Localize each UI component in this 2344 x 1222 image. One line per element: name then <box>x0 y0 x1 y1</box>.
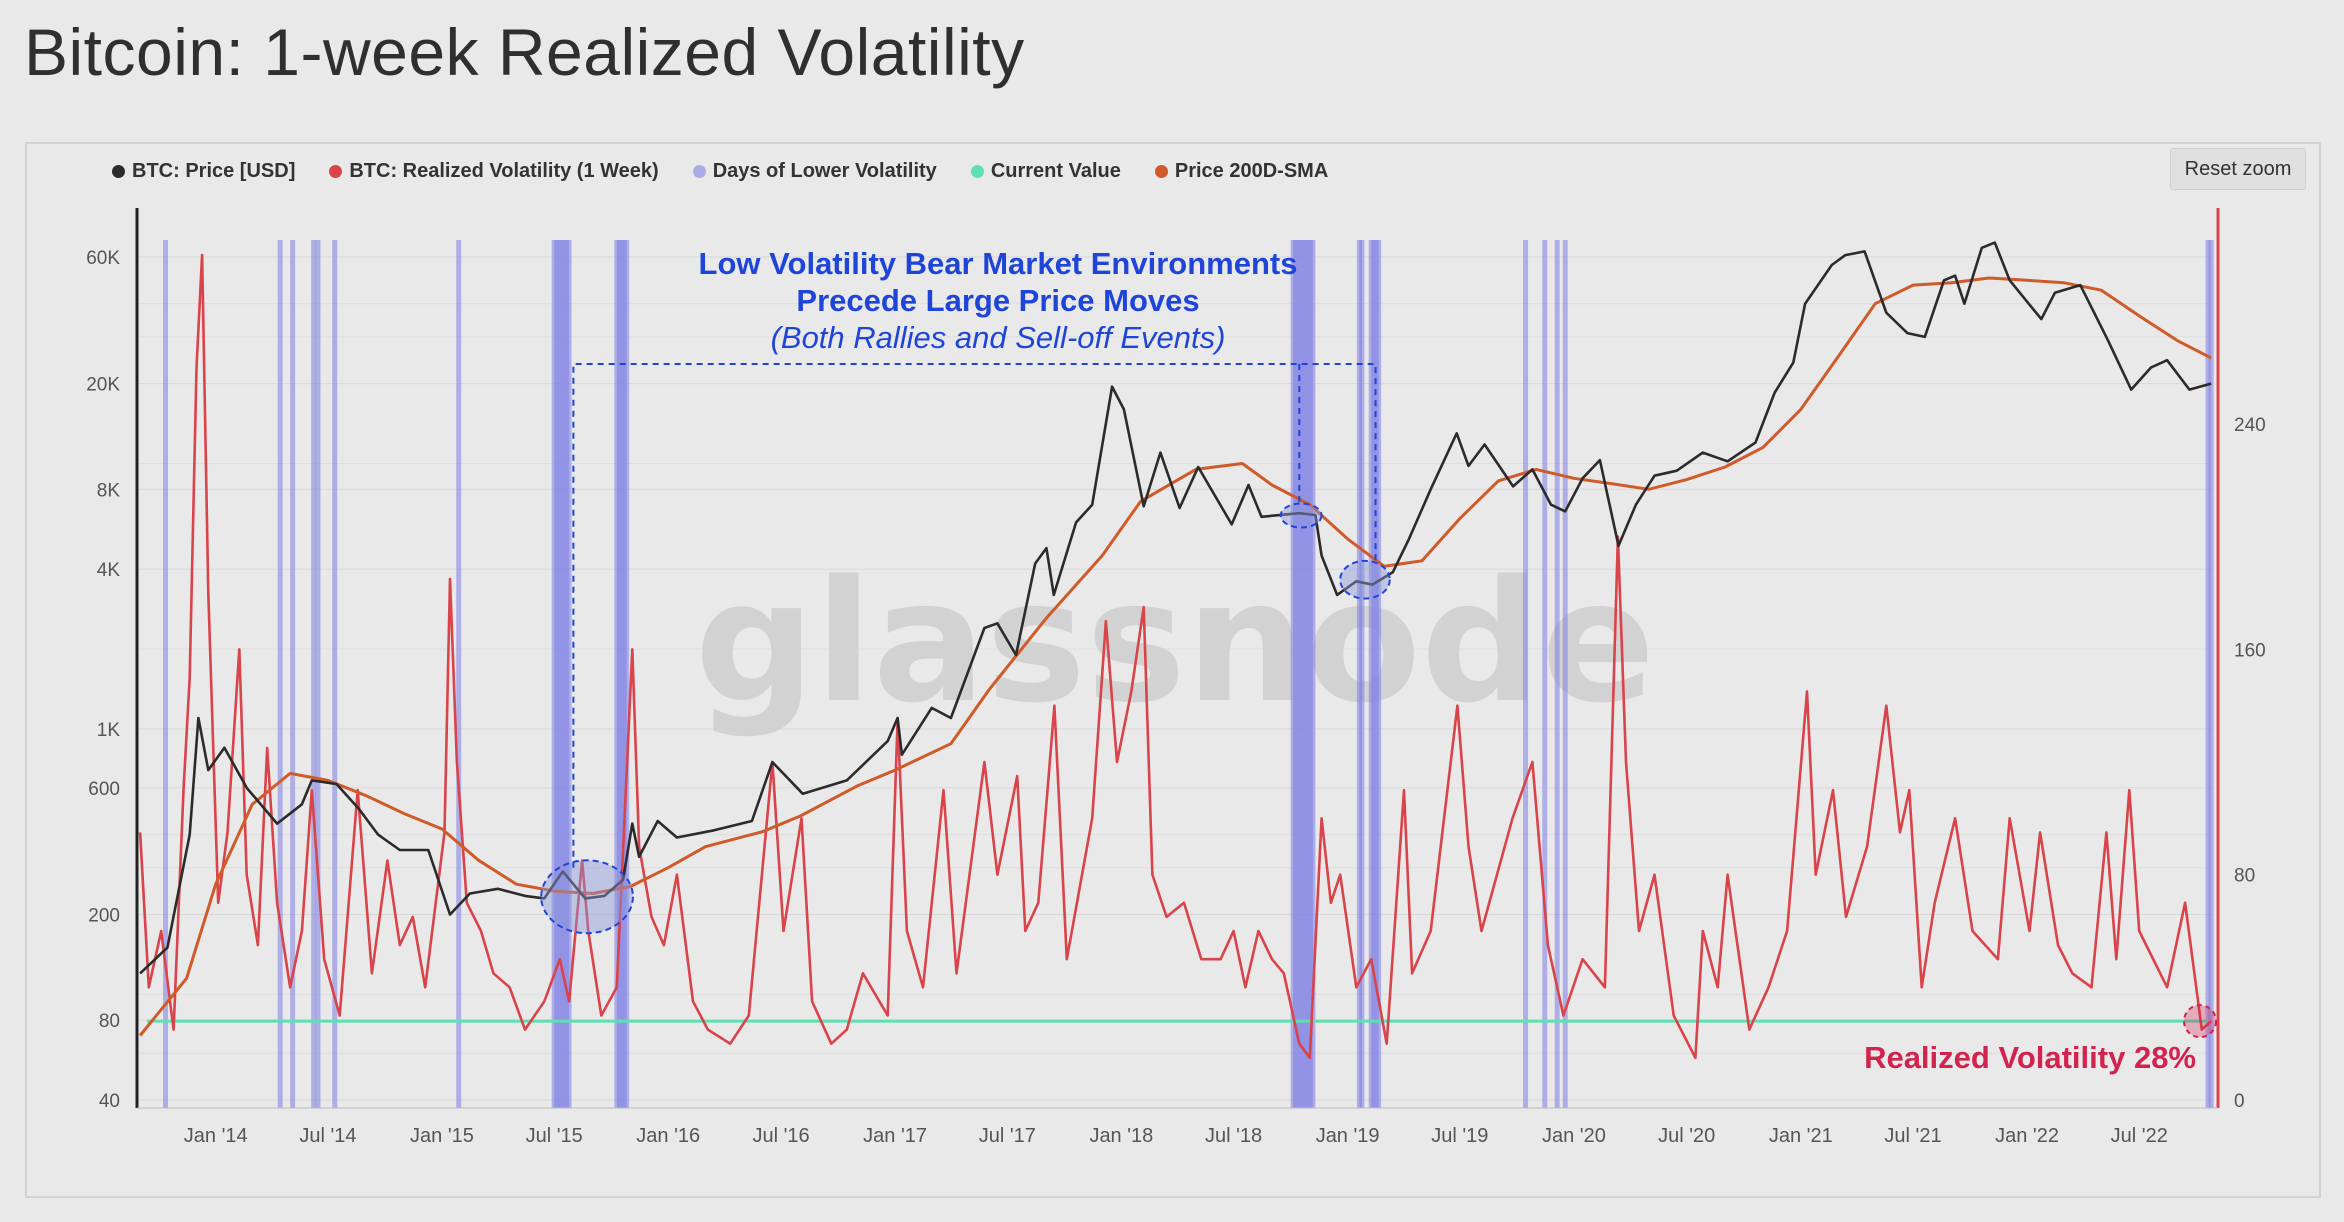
annotations: Low Volatility Bear Market Environments … <box>572 246 2217 1075</box>
highlight-regions <box>540 502 1391 935</box>
y-left-tick-label: 600 <box>88 779 120 800</box>
low-volatility-band <box>1376 240 1382 1108</box>
low-volatility-band <box>1523 240 1529 1108</box>
x-tick-label: Jan '14 <box>184 1125 248 1147</box>
low-volatility-band <box>163 240 169 1108</box>
x-tick-label: Jul '14 <box>299 1125 356 1147</box>
axes: 40 80 200 600 1K 4K 8K 20K 60K 0 80 160 240 Jan '14 Ju… <box>86 208 2266 1147</box>
legend-label: Current Value <box>990 160 1121 182</box>
price-line <box>139 241 2212 975</box>
low-volatility-band <box>1359 240 1365 1108</box>
low-volatility-band <box>1310 240 1316 1108</box>
volatility-line <box>138 253 2212 1060</box>
low-volatility-band <box>290 240 296 1108</box>
reset-zoom-button[interactable]: Reset zoom <box>2170 148 2306 190</box>
x-tick-label: Jan '21 <box>1769 1125 1833 1147</box>
y-left-tick-label: 20K <box>86 375 120 396</box>
legend-dot-icon <box>692 165 706 178</box>
legend-dot-icon <box>970 165 984 178</box>
x-tick-label: Jul '21 <box>1884 1125 1941 1147</box>
legend-item[interactable]: BTC: Price [USD] <box>112 160 295 183</box>
legend-label: Days of Lower Volatility <box>712 160 937 182</box>
x-tick-label: Jan '16 <box>636 1125 700 1147</box>
x-tick-label: Jan '15 <box>410 1125 474 1147</box>
y-left-tick-label: 4K <box>97 560 121 581</box>
y-left-tick-label: 1K <box>97 720 121 741</box>
x-tick-label: Jan '18 <box>1089 1125 1153 1147</box>
low-volatility-band <box>311 240 317 1108</box>
x-tick-label: Jul '15 <box>526 1125 583 1147</box>
low-volatility-band <box>566 240 572 1108</box>
y-right-tick-label: 160 <box>2234 640 2266 661</box>
x-tick-label: Jul '18 <box>1205 1125 1262 1147</box>
legend-item[interactable]: Price 200D-SMA <box>1154 160 1329 183</box>
y-right-tick-label: 240 <box>2234 415 2266 436</box>
x-tick-label: Jan '17 <box>863 1125 927 1147</box>
legend-dot-icon <box>112 165 125 178</box>
low-volatility-band <box>456 240 462 1108</box>
low-volatility-band <box>1542 240 1548 1108</box>
x-tick-label: Jul '17 <box>979 1125 1036 1147</box>
annotation-connector <box>572 363 1377 868</box>
x-tick-label: Jul '20 <box>1658 1125 1715 1147</box>
highlight-ellipse <box>1339 559 1391 600</box>
low-volatility-band <box>2205 240 2211 1108</box>
legend-dot-icon <box>1154 165 1168 178</box>
low-volatility-band <box>1562 240 1568 1108</box>
x-tick-label: Jul '22 <box>2111 1125 2168 1147</box>
highlight-ellipse <box>1279 502 1323 529</box>
x-tick-label: Jan '20 <box>1542 1125 1606 1147</box>
y-left-tick-label: 40 <box>99 1091 120 1112</box>
low-volatility-band <box>277 240 283 1108</box>
low-volatility-band <box>315 240 321 1108</box>
low-volatility-band <box>332 240 338 1108</box>
legend-item[interactable]: Days of Lower Volatility <box>692 160 937 183</box>
annotation-headline-1: Low Volatility Bear Market Environments <box>699 246 1298 281</box>
low-volatility-band <box>1554 240 1560 1108</box>
y-left-tick-label: 8K <box>97 480 121 501</box>
annotation-headline-2: Precede Large Price Moves <box>796 283 1199 318</box>
current-value-label: Realized Volatility 28% <box>1864 1040 2196 1075</box>
highlight-ellipse <box>540 859 634 935</box>
legend-item[interactable]: Current Value <box>970 160 1121 183</box>
y-left-tick-label: 60K <box>86 248 120 269</box>
legend-label: BTC: Realized Volatility (1 Week) <box>349 160 659 182</box>
legend-label: BTC: Price [USD] <box>132 160 296 182</box>
y-right-tick-label: 80 <box>2234 866 2255 887</box>
x-tick-label: Jul '19 <box>1431 1125 1488 1147</box>
page-title: Bitcoin: 1-week Realized Volatility <box>24 15 1025 89</box>
legend-label: Price 200D-SMA <box>1174 160 1329 182</box>
y-left-tick-label: 80 <box>99 1011 120 1032</box>
x-tick-label: Jul '16 <box>752 1125 809 1147</box>
low-volatility-band <box>2208 240 2214 1108</box>
low-volatility-bands <box>163 240 2214 1108</box>
low-volatility-band <box>624 240 630 1108</box>
x-tick-label: Jan '19 <box>1316 1125 1380 1147</box>
x-tick-label: Jan '22 <box>1995 1125 2059 1147</box>
legend-item[interactable]: BTC: Realized Volatility (1 Week) <box>329 160 659 183</box>
watermark: glassnode <box>695 544 1655 740</box>
current-value-marker <box>2183 1004 2217 1039</box>
y-left-tick-label: 200 <box>88 905 120 926</box>
legend-dot-icon <box>329 165 343 178</box>
annotation-headline-3: (Both Rallies and Sell-off Events) <box>771 320 1226 355</box>
series-lines <box>138 241 2212 1060</box>
sma-line <box>138 276 2212 1037</box>
chart-legend: BTC: Price [USD] BTC: Realized Volatility… <box>112 160 1328 183</box>
y-right-tick-label: 0 <box>2234 1091 2245 1112</box>
